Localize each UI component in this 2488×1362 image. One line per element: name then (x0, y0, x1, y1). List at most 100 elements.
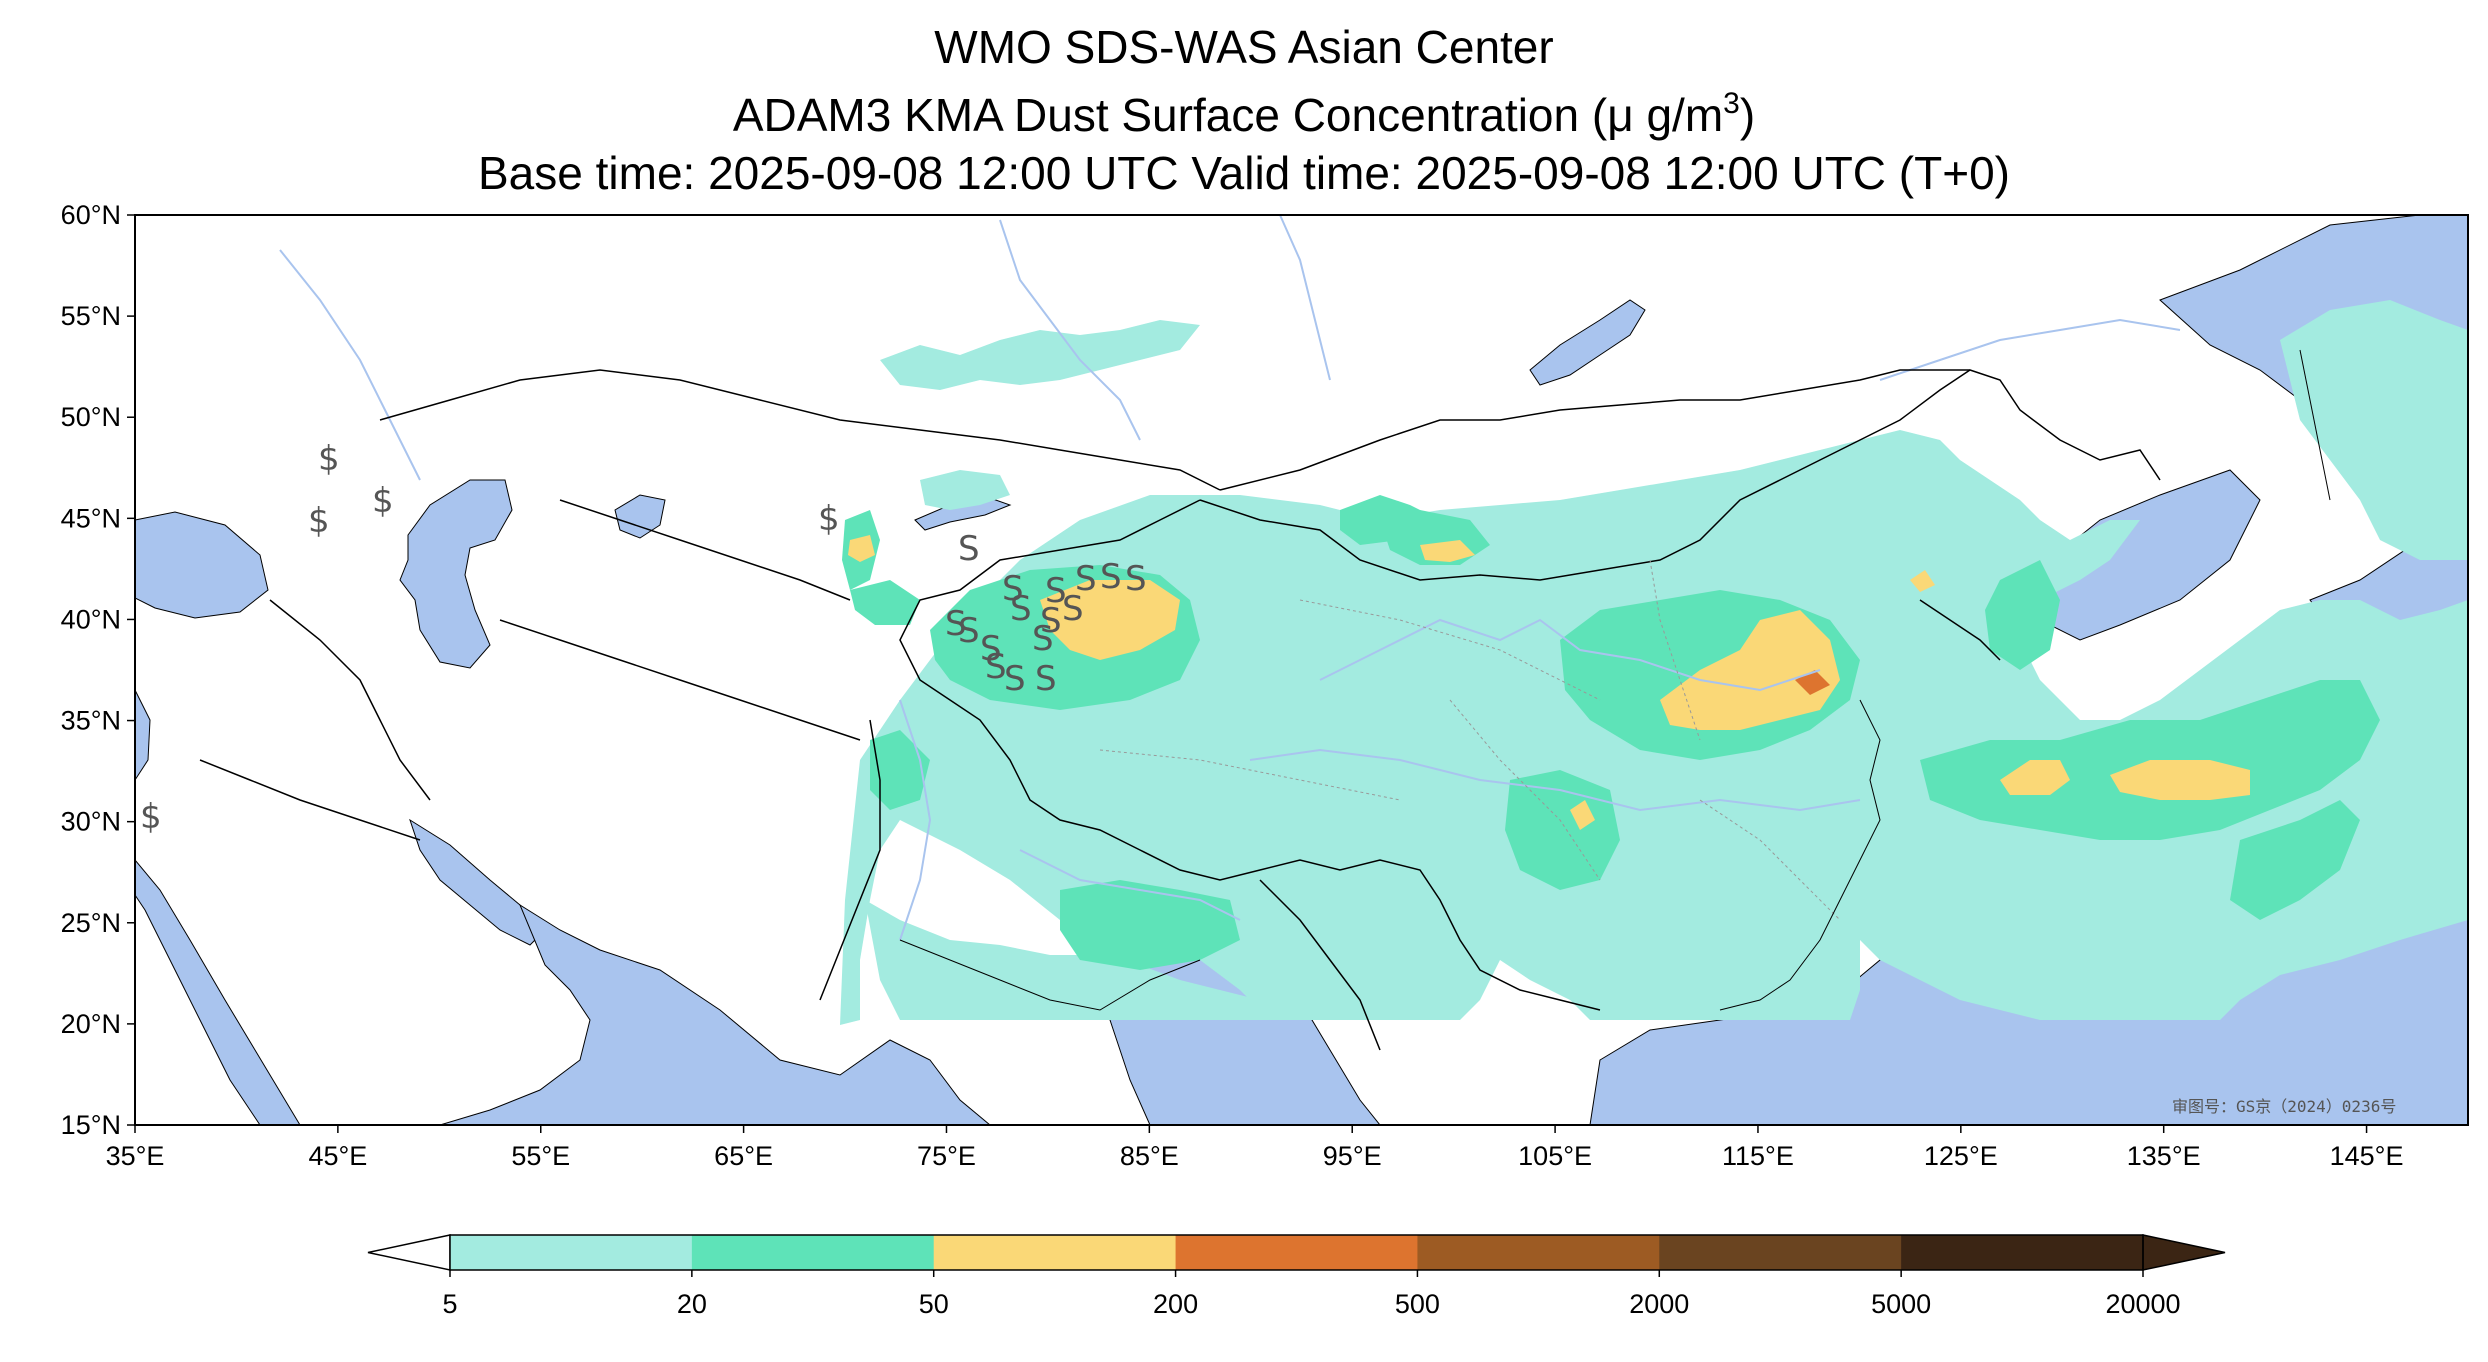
colorbar-segment (1659, 1235, 1902, 1270)
subtitle-suffix: ) (1739, 89, 1756, 141)
dust-contour-tarim-core (1040, 580, 1180, 660)
dust-contour-pacific-core2 (2110, 760, 2250, 800)
y-tick-label: 20°N (61, 1009, 121, 1039)
x-tick-label: 85°E (1120, 1141, 1179, 1171)
dust-symbol: $ (308, 501, 330, 541)
dust-contour-india (1060, 880, 1240, 970)
colorbar-label: 200 (1153, 1289, 1198, 1319)
lake-baikal (1529, 299, 1646, 386)
colorbar-segment (1901, 1235, 2144, 1270)
y-tick-label: 45°N (61, 503, 121, 533)
colorbar-label: 20000 (2105, 1289, 2180, 1319)
colorbar-label: 20 (677, 1289, 707, 1319)
colorbar-label: 2000 (1629, 1289, 1689, 1319)
rivers (279, 215, 2181, 941)
province-line-2 (1449, 699, 1601, 881)
dust-symbol: S (1040, 601, 1062, 641)
dust-contour-gobi-core (1420, 540, 1475, 562)
dust-symbol: S (1010, 589, 1032, 629)
x-tick-label: 35°E (106, 1141, 165, 1171)
x-tick-label: 105°E (1518, 1141, 1592, 1171)
dust-symbol: $ (140, 797, 162, 837)
y-tick-label: 35°N (61, 706, 121, 736)
dust-symbol: $ (372, 481, 394, 521)
subtitle-superscript: 3 (1723, 87, 1740, 120)
red-sea (135, 859, 301, 1125)
dust-symbol: S (1100, 557, 1122, 597)
sea-of-japan (2039, 469, 2261, 641)
coast-india (899, 939, 1201, 1011)
dust-symbol: S (1062, 589, 1084, 629)
border-arabia (199, 759, 421, 841)
dust-symbols: $ $ $ $ $ S S S S S S S S S S S S S S S … (140, 439, 1147, 837)
x-tick-label: 145°E (2330, 1141, 2404, 1171)
province-line-3 (1649, 559, 1701, 741)
dust-symbol: S (980, 629, 1002, 669)
yangtze-river (1249, 748, 1861, 812)
y-tick-label: 60°N (61, 200, 121, 230)
arabian-sea (439, 903, 991, 1125)
colorbar-segment (1417, 1235, 1660, 1270)
colorbar-label: 50 (919, 1289, 949, 1319)
dust-contour-india-south (865, 900, 1270, 1020)
x-tick-label: 75°E (917, 1141, 976, 1171)
x-tick-label: 115°E (1722, 1141, 1794, 1171)
colorbar-segment (691, 1235, 935, 1270)
coastlines (899, 349, 2331, 1011)
y-tick-label: 55°N (61, 301, 121, 331)
border-korea (1919, 599, 2001, 661)
dust-contour-pacific-core1 (2000, 760, 2070, 795)
dust-symbol: S (1035, 659, 1057, 699)
border-central-asia (559, 499, 851, 601)
chart-subtitle: ADAM3 KMA Dust Surface Concentration (μ … (0, 88, 2488, 142)
chart-time-info: Base time: 2025-09-08 12:00 UTC Valid ti… (478, 147, 2010, 199)
ob-river (999, 219, 1141, 441)
x-tick-label: 55°E (511, 1141, 570, 1171)
dust-symbol: S (958, 611, 980, 651)
yellow-river (1319, 618, 1821, 692)
dust-contour-pakistan (870, 730, 930, 810)
amur-river (1879, 318, 2181, 381)
border-mongolia-russia (1219, 369, 1970, 491)
dust-contour-sichuan-core (1570, 800, 1595, 830)
subtitle-text: ADAM3 KMA Dust Surface Concentration (μ … (732, 89, 1724, 141)
colorbar: 5 20 50 200 500 2000 5000 20000 (367, 1234, 2226, 1319)
border-middle-east (269, 599, 431, 801)
ganges-river (1019, 849, 1241, 921)
x-tick-label: 45°E (308, 1141, 367, 1171)
province-line-5 (1099, 749, 1401, 801)
province-line-4 (1699, 799, 1841, 921)
dust-symbol: S (1125, 559, 1147, 599)
colorbar-frame (449, 1234, 2144, 1271)
dust-symbol: S (1045, 571, 1067, 611)
aral-sea (614, 494, 666, 539)
map-frame (134, 214, 2469, 1126)
dust-contour-north (880, 320, 1200, 390)
dust-symbol: S (958, 529, 980, 569)
indus-river (899, 699, 932, 941)
mediterranean-edge (135, 689, 151, 781)
x-tick-label: 95°E (1323, 1141, 1382, 1171)
dust-contour-northchina-core (1660, 610, 1840, 730)
colorbar-segment (1175, 1235, 1418, 1270)
country-borders (199, 369, 2161, 1051)
dust-contour-kyrgyz (850, 580, 920, 625)
colorbar-extend-max (2142, 1234, 2226, 1271)
dust-symbol: S (985, 647, 1007, 687)
x-tick-label: 125°E (1924, 1141, 1998, 1171)
border-iran (499, 619, 861, 741)
dust-contour-mongolia (1340, 495, 1440, 545)
coast-sakhalin (2299, 349, 2331, 501)
border-russia-kazakhstan (379, 369, 1221, 491)
dust-symbol: S (1075, 559, 1097, 599)
dust-contour-east-pac (2280, 300, 2468, 560)
axis-ticks: 35°E 45°E 55°E 65°E 75°E 85°E 95°E 105°E 115°E 12… (61, 200, 2404, 1171)
colorbar-extend-min (367, 1234, 451, 1271)
y-tick-label: 50°N (61, 402, 121, 432)
border-india-south (819, 719, 881, 1001)
dust-contour-korea-core (1910, 570, 1935, 592)
y-tick-label: 40°N (61, 604, 121, 634)
province-line-1 (1299, 599, 1601, 701)
colorbar-segment (933, 1235, 1177, 1270)
chart-title: WMO SDS-WAS Asian Center (934, 21, 1554, 73)
